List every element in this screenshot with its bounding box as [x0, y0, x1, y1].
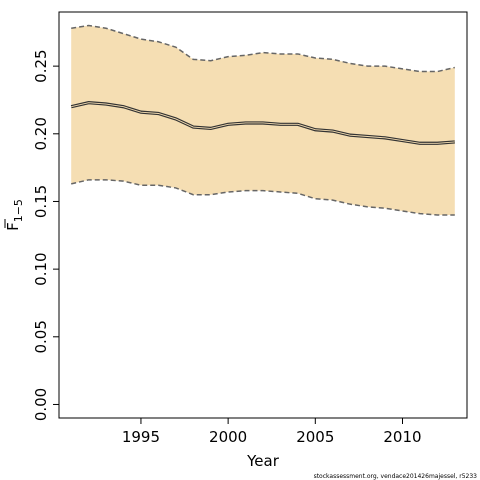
x-axis-title: Year	[246, 452, 280, 470]
y-axis-title-text: F1−5	[4, 199, 25, 231]
x-tick-label: 1995	[122, 428, 160, 446]
y-axis-title: F1−5	[4, 199, 25, 231]
y-tick-label: 0.10	[32, 252, 50, 285]
x-tick-label: 2000	[209, 428, 247, 446]
y-tick-label: 0.15	[32, 185, 50, 218]
y-tick-label: 0.25	[32, 49, 50, 82]
y-tick-label: 0.20	[32, 117, 50, 150]
confidence-band	[71, 25, 455, 216]
x-axis: 1995 2000 2005 2010	[122, 418, 422, 446]
plot-frame	[58, 11, 468, 419]
y-tick-label: 0.00	[32, 388, 50, 421]
x-tick-label: 2005	[296, 428, 334, 446]
y-tick-label: 0.05	[32, 320, 50, 353]
y-axis-title-subscript: 1−5	[12, 199, 25, 222]
x-tick-label: 2010	[383, 428, 421, 446]
series-line-lower	[71, 179, 455, 216]
watermark-text: stockassessment.org, vendace201426majess…	[314, 473, 478, 480]
series-line-layer	[70, 24, 455, 216]
confidence-band-layer	[71, 25, 455, 216]
series-line-upper	[71, 24, 455, 73]
series-line-estimate	[71, 102, 455, 144]
y-axis: 0.00 0.05 0.10 0.15 0.20 0.25	[32, 49, 59, 421]
y-axis-title-base: F	[4, 222, 22, 231]
